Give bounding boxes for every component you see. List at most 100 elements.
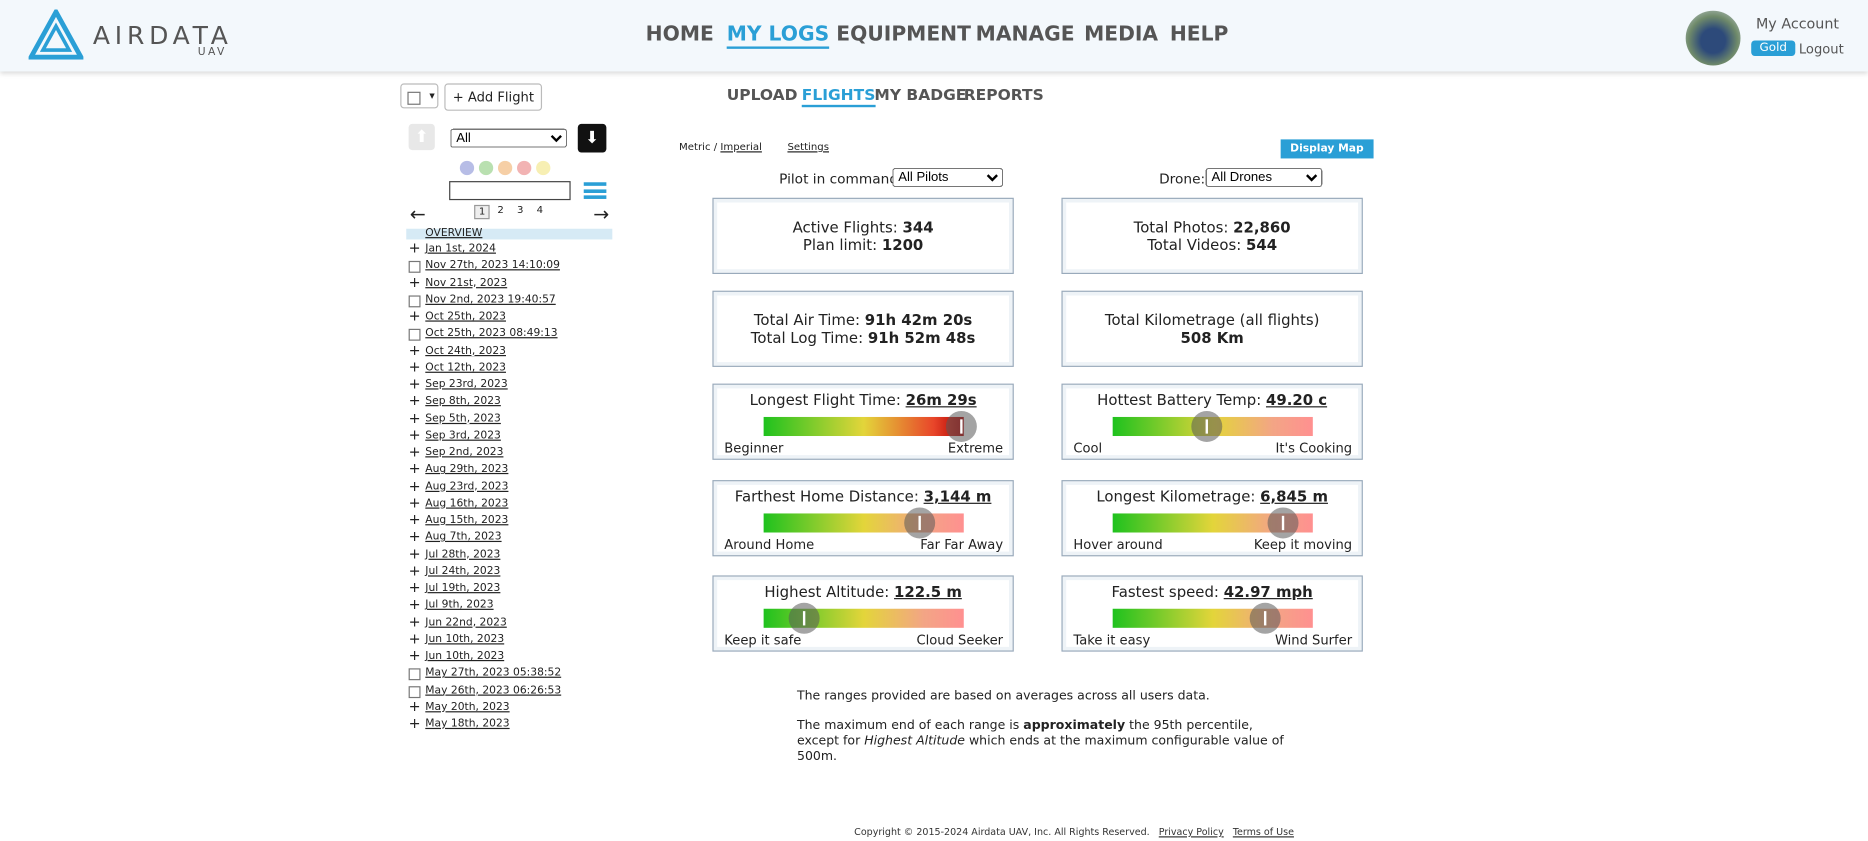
flight-link[interactable]: Jun 22nd, 2023 xyxy=(425,616,507,629)
flight-link[interactable]: Oct 25th, 2023 xyxy=(425,310,506,323)
subnav-item[interactable]: REPORTS xyxy=(963,86,1044,105)
flight-link[interactable]: Sep 3rd, 2023 xyxy=(425,429,501,442)
drone-select[interactable]: All Drones xyxy=(1205,167,1323,188)
page-number[interactable]: 4 xyxy=(536,204,544,217)
page-number[interactable]: 1 xyxy=(474,204,491,220)
checkbox[interactable] xyxy=(407,91,421,105)
expand-icon[interactable]: + xyxy=(408,494,421,511)
nav-item[interactable]: MEDIA xyxy=(1084,22,1159,47)
flight-link[interactable]: Jul 28th, 2023 xyxy=(425,548,501,561)
flight-link[interactable]: May 18th, 2023 xyxy=(425,718,510,731)
pilot-select[interactable]: All Pilots xyxy=(892,167,1004,188)
expand-icon[interactable]: + xyxy=(408,409,421,426)
subnav-item[interactable]: UPLOAD xyxy=(726,86,798,105)
flight-link[interactable]: Oct 24th, 2023 xyxy=(425,344,506,357)
download-button[interactable]: ⬇ xyxy=(577,123,607,153)
flight-link[interactable]: May 20th, 2023 xyxy=(425,701,510,714)
flight-link[interactable]: May 26th, 2023 06:26:53 xyxy=(425,684,562,697)
prev-page[interactable]: ← xyxy=(409,202,426,226)
upload-button[interactable]: ⬆ xyxy=(408,123,435,151)
gauge-value[interactable]: 122.5 m xyxy=(894,582,962,601)
expand-icon[interactable]: + xyxy=(408,307,421,325)
expand-icon[interactable]: + xyxy=(408,426,421,443)
expand-icon[interactable]: + xyxy=(408,239,421,257)
expand-icon[interactable]: + xyxy=(408,595,421,613)
expand-icon[interactable]: + xyxy=(408,561,421,579)
flight-link[interactable]: Aug 16th, 2023 xyxy=(425,497,509,510)
flight-link[interactable]: Aug 15th, 2023 xyxy=(425,514,509,527)
expand-icon[interactable]: + xyxy=(408,545,421,562)
flight-link[interactable]: Aug 23rd, 2023 xyxy=(425,480,509,493)
settings-link[interactable]: Settings xyxy=(787,141,829,154)
flight-link[interactable]: Jul 24th, 2023 xyxy=(425,565,501,578)
checkbox[interactable] xyxy=(408,329,421,342)
subnav-item[interactable]: FLIGHTS xyxy=(801,87,876,108)
nav-item[interactable]: EQUIPMENT xyxy=(836,22,971,47)
metric[interactable]: Metric xyxy=(679,141,711,154)
checkbox[interactable] xyxy=(408,261,421,274)
flight-link[interactable]: Aug 29th, 2023 xyxy=(425,463,509,476)
flight-link[interactable]: May 27th, 2023 05:38:52 xyxy=(425,667,562,680)
gauge-value[interactable]: 26m 29s xyxy=(905,390,977,409)
flight-link[interactable]: Sep 5th, 2023 xyxy=(425,412,501,425)
avatar[interactable] xyxy=(1685,10,1741,66)
flight-link[interactable]: Oct 12th, 2023 xyxy=(425,361,506,374)
imperial[interactable]: Imperial xyxy=(720,141,762,154)
nav-item[interactable]: HELP xyxy=(1169,22,1229,47)
checkbox[interactable] xyxy=(408,668,421,681)
flight-link[interactable]: Nov 21st, 2023 xyxy=(425,276,508,289)
flight-link[interactable]: Sep 2nd, 2023 xyxy=(425,446,504,459)
expand-icon[interactable]: + xyxy=(408,528,421,545)
nav-item[interactable]: HOME xyxy=(645,22,714,47)
nav-item[interactable]: MY LOGS xyxy=(726,23,830,49)
gauge-value[interactable]: 42.97 mph xyxy=(1223,582,1313,601)
expand-icon[interactable]: + xyxy=(408,612,421,630)
filter-select[interactable]: All xyxy=(450,128,568,148)
expand-icon[interactable]: + xyxy=(408,375,421,392)
gauge-value[interactable]: 6,845 m xyxy=(1260,487,1328,506)
flight-link[interactable]: Sep 8th, 2023 xyxy=(425,395,501,408)
expand-icon[interactable]: + xyxy=(408,273,421,291)
search-input[interactable] xyxy=(449,181,571,201)
flight-link[interactable]: Jan 1st, 2024 xyxy=(425,243,496,255)
privacy-link[interactable]: Privacy Policy xyxy=(1158,826,1224,838)
next-page[interactable]: → xyxy=(593,202,610,226)
expand-icon[interactable]: + xyxy=(408,629,421,647)
page-number[interactable]: 3 xyxy=(517,204,524,217)
add-flight-button[interactable]: + Add Flight xyxy=(444,83,543,111)
menu-icon[interactable] xyxy=(583,182,607,199)
expand-icon[interactable]: + xyxy=(408,358,421,375)
checkbox[interactable] xyxy=(408,295,421,308)
select-all[interactable]: ▾ xyxy=(400,83,439,109)
expand-icon[interactable]: + xyxy=(408,646,421,664)
logout-link[interactable]: Logout xyxy=(1798,41,1844,58)
terms-link[interactable]: Terms of Use xyxy=(1232,826,1294,838)
flight-link[interactable]: Sep 23rd, 2023 xyxy=(425,378,508,391)
gauge-value[interactable]: 49.20 c xyxy=(1265,390,1328,409)
expand-icon[interactable]: + xyxy=(408,477,421,494)
flight-link[interactable]: Aug 7th, 2023 xyxy=(425,531,502,544)
flight-link[interactable]: Jun 10th, 2023 xyxy=(425,633,505,646)
flight-link[interactable]: Jul 19th, 2023 xyxy=(425,582,501,595)
flight-link[interactable]: Nov 2nd, 2023 19:40:57 xyxy=(425,293,556,306)
expand-icon[interactable]: + xyxy=(408,714,421,732)
expand-icon[interactable]: + xyxy=(408,443,421,460)
expand-icon[interactable]: + xyxy=(408,460,421,477)
overview-link[interactable]: OVERVIEW xyxy=(425,227,483,240)
expand-icon[interactable]: + xyxy=(408,341,421,358)
account-link[interactable]: My Account xyxy=(1755,15,1840,33)
display-map-button[interactable]: Display Map xyxy=(1280,139,1374,159)
expand-icon[interactable]: + xyxy=(408,697,421,715)
nav-item[interactable]: MANAGE xyxy=(975,22,1075,47)
expand-icon[interactable]: + xyxy=(408,511,421,528)
flight-link[interactable]: Oct 25th, 2023 08:49:13 xyxy=(425,327,558,340)
gauge-value[interactable]: 3,144 m xyxy=(923,487,992,506)
subnav-item[interactable]: MY BADGE xyxy=(874,86,967,105)
flight-link[interactable]: Nov 27th, 2023 14:10:09 xyxy=(425,260,560,272)
expand-icon[interactable]: + xyxy=(408,578,421,596)
checkbox[interactable] xyxy=(408,685,421,698)
flight-link[interactable]: Jul 9th, 2023 xyxy=(425,599,494,612)
flight-link[interactable]: Jun 10th, 2023 xyxy=(425,650,505,663)
page-number[interactable]: 2 xyxy=(497,204,504,217)
expand-icon[interactable]: + xyxy=(408,392,421,409)
